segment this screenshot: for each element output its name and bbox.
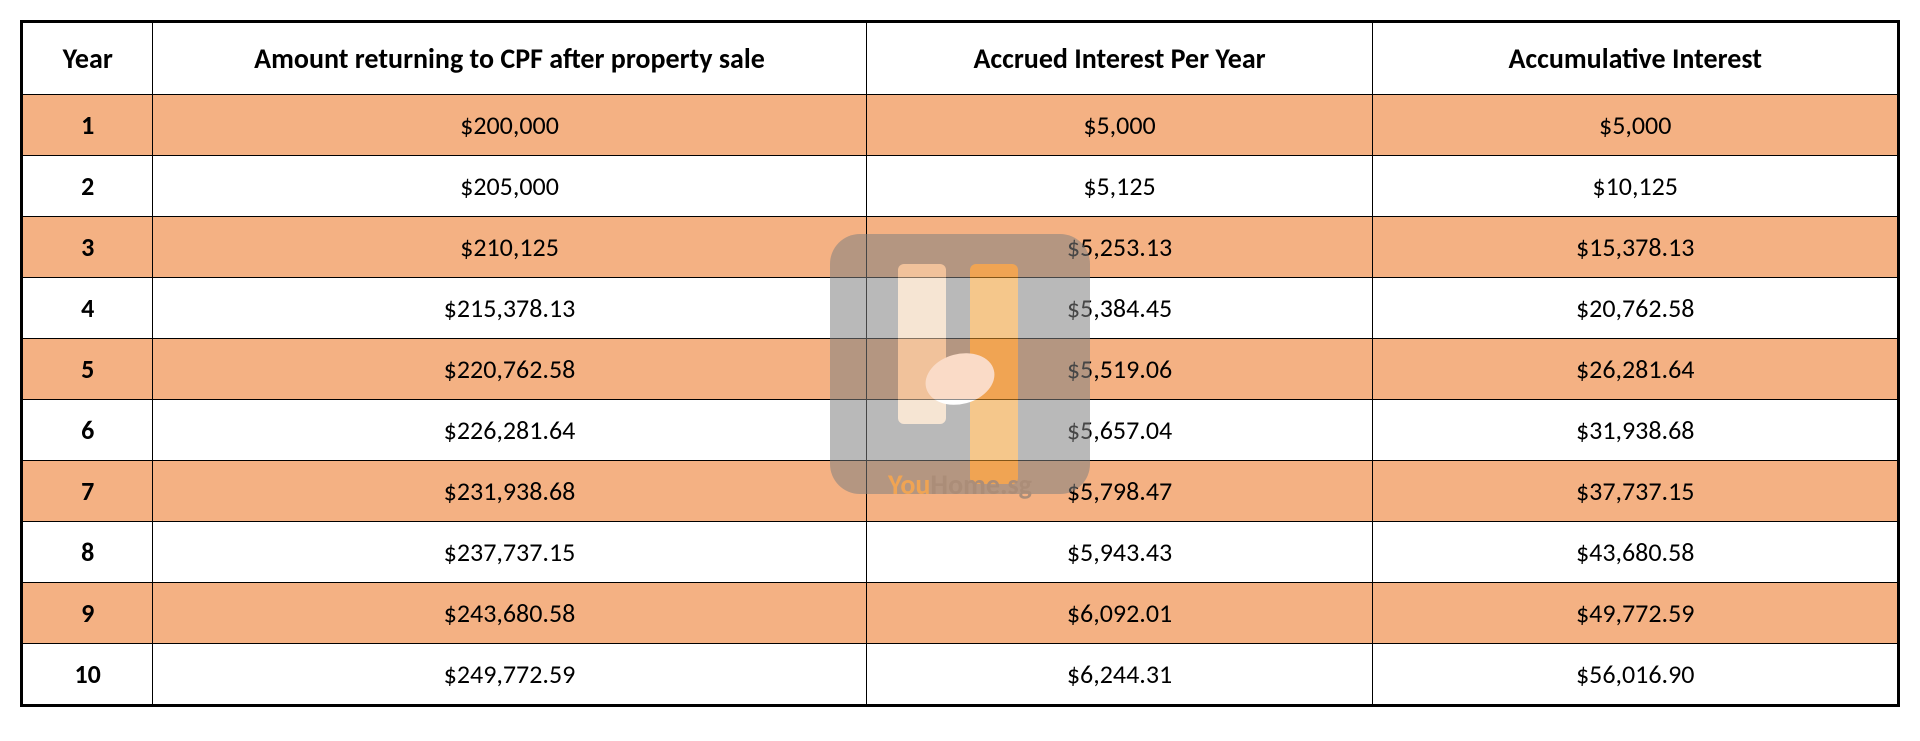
cell-year: 2	[22, 156, 153, 217]
table-body: 1 $200,000 $5,000 $5,000 2 $205,000 $5,1…	[22, 95, 1899, 706]
col-header-year: Year	[22, 22, 153, 95]
cell-accumulative: $56,016.90	[1373, 644, 1899, 706]
cell-accumulative: $20,762.58	[1373, 278, 1899, 339]
cell-year: 3	[22, 217, 153, 278]
cell-year: 5	[22, 339, 153, 400]
cell-year: 1	[22, 95, 153, 156]
table-row: 8 $237,737.15 $5,943.43 $43,680.58	[22, 522, 1899, 583]
cell-accrued: $5,253.13	[866, 217, 1373, 278]
cell-accumulative: $26,281.64	[1373, 339, 1899, 400]
cell-accrued: $5,384.45	[866, 278, 1373, 339]
cell-accrued: $5,519.06	[866, 339, 1373, 400]
cell-accrued: $5,798.47	[866, 461, 1373, 522]
table-row: 4 $215,378.13 $5,384.45 $20,762.58	[22, 278, 1899, 339]
cell-amount: $210,125	[153, 217, 866, 278]
table-row: 5 $220,762.58 $5,519.06 $26,281.64	[22, 339, 1899, 400]
cell-accrued: $5,000	[866, 95, 1373, 156]
table-row: 7 $231,938.68 $5,798.47 $37,737.15	[22, 461, 1899, 522]
cpf-interest-table: Year Amount returning to CPF after prope…	[20, 20, 1900, 707]
cell-amount: $205,000	[153, 156, 866, 217]
cell-accrued: $5,125	[866, 156, 1373, 217]
cell-amount: $215,378.13	[153, 278, 866, 339]
cell-year: 9	[22, 583, 153, 644]
cell-year: 10	[22, 644, 153, 706]
col-header-accumulative: Accumulative Interest	[1373, 22, 1899, 95]
cell-amount: $237,737.15	[153, 522, 866, 583]
cell-accumulative: $37,737.15	[1373, 461, 1899, 522]
cell-accumulative: $5,000	[1373, 95, 1899, 156]
table-row: 3 $210,125 $5,253.13 $15,378.13	[22, 217, 1899, 278]
cell-accumulative: $49,772.59	[1373, 583, 1899, 644]
cell-accrued: $6,092.01	[866, 583, 1373, 644]
cell-amount: $200,000	[153, 95, 866, 156]
cell-accrued: $5,657.04	[866, 400, 1373, 461]
col-header-amount: Amount returning to CPF after property s…	[153, 22, 866, 95]
cell-amount: $249,772.59	[153, 644, 866, 706]
cell-year: 8	[22, 522, 153, 583]
table-row: 6 $226,281.64 $5,657.04 $31,938.68	[22, 400, 1899, 461]
table-container: Year Amount returning to CPF after prope…	[20, 20, 1900, 707]
table-row: 1 $200,000 $5,000 $5,000	[22, 95, 1899, 156]
cell-amount: $220,762.58	[153, 339, 866, 400]
cell-amount: $226,281.64	[153, 400, 866, 461]
table-row: 9 $243,680.58 $6,092.01 $49,772.59	[22, 583, 1899, 644]
cell-accrued: $5,943.43	[866, 522, 1373, 583]
cell-year: 6	[22, 400, 153, 461]
cell-amount: $231,938.68	[153, 461, 866, 522]
cell-accumulative: $31,938.68	[1373, 400, 1899, 461]
table-row: 2 $205,000 $5,125 $10,125	[22, 156, 1899, 217]
col-header-accrued: Accrued Interest Per Year	[866, 22, 1373, 95]
cell-amount: $243,680.58	[153, 583, 866, 644]
table-row: 10 $249,772.59 $6,244.31 $56,016.90	[22, 644, 1899, 706]
cell-accumulative: $43,680.58	[1373, 522, 1899, 583]
cell-accrued: $6,244.31	[866, 644, 1373, 706]
cell-year: 4	[22, 278, 153, 339]
cell-accumulative: $10,125	[1373, 156, 1899, 217]
cell-accumulative: $15,378.13	[1373, 217, 1899, 278]
cell-year: 7	[22, 461, 153, 522]
table-header-row: Year Amount returning to CPF after prope…	[22, 22, 1899, 95]
